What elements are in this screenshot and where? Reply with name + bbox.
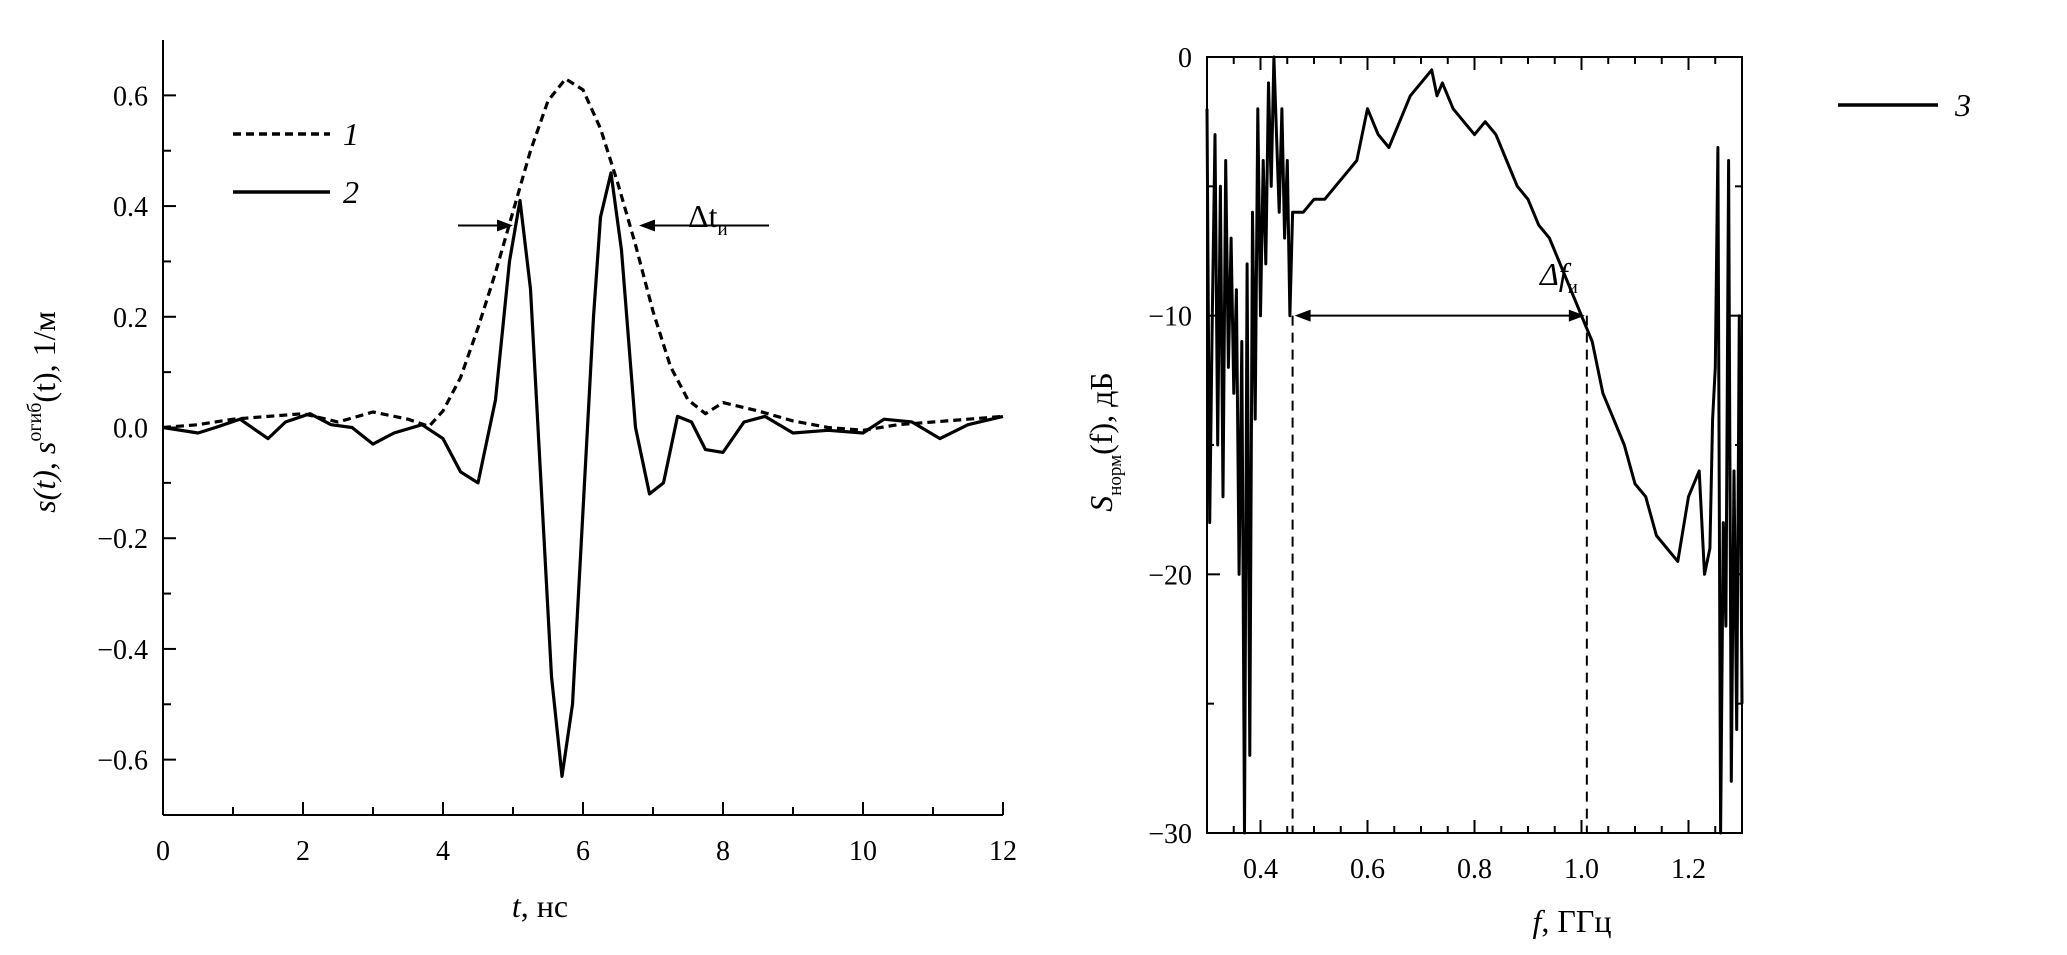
left-ytick-labels: 0.6 0.4 0.2 0.0 −0.2 −0.4 −0.6 xyxy=(97,81,148,776)
delta-t-right-arrowhead xyxy=(639,219,655,232)
left-y-axis-label: s(t), sогиб(t), 1/м xyxy=(24,311,62,513)
left-y-tick-label: 0.6 xyxy=(113,81,148,112)
legend-2-label: 2 xyxy=(343,174,359,210)
right-ytick-labels: 0 −10 −20 −30 xyxy=(1148,43,1192,850)
left-y-tick-label: −0.2 xyxy=(97,524,148,555)
left-legend: 1 2 xyxy=(233,116,359,210)
right-y-tick-label: −30 xyxy=(1148,819,1192,850)
left-y-tick-label: −0.4 xyxy=(97,635,148,666)
right-x-tick-label: 1.2 xyxy=(1671,854,1706,885)
right-y-tick-label: 0 xyxy=(1178,43,1192,74)
left-plot-lines xyxy=(162,77,1004,778)
right-x-axis-label: f, ГГц xyxy=(1532,903,1611,939)
delta-t-left-arrowhead xyxy=(497,219,513,232)
left-x-tick-label: 2 xyxy=(296,836,310,867)
left-y-tick-label: 0.4 xyxy=(113,192,148,223)
right-xtick-labels: 0.4 0.6 0.8 1.0 1.2 xyxy=(1243,854,1706,885)
left-y-tick-label: 0.2 xyxy=(113,303,148,334)
left-x-axis-label: t, нс xyxy=(512,888,568,924)
delta-f-right-arrowhead xyxy=(1568,309,1585,322)
left-x-tick-label: 6 xyxy=(576,836,590,867)
delta-f-label: Δfи xyxy=(1538,256,1578,298)
left-x-tick-label: 10 xyxy=(849,836,877,867)
legend-1-label: 1 xyxy=(343,116,359,152)
left-y-tick-label: −0.6 xyxy=(97,746,148,777)
right-y-axis-label: Sнорм(f), дБ xyxy=(1083,372,1126,512)
right-chart: 0.4 0.6 0.8 1.0 1.2 0 −10 −20 −30 f, ГГц Sнорм(… xyxy=(1083,43,1971,939)
left-x-tick-label: 4 xyxy=(436,836,450,867)
left-x-tick-label: 8 xyxy=(716,836,730,867)
right-plot-lines xyxy=(1205,55,1744,835)
series-1-line xyxy=(162,77,1004,432)
right-annotation-delta-f: Δfи xyxy=(1291,256,1588,833)
left-x-tick-label: 12 xyxy=(989,836,1017,867)
left-xtick-labels: 0 2 4 6 8 10 12 xyxy=(156,836,1017,867)
right-x-tick-label: 1.0 xyxy=(1564,854,1599,885)
left-annotation-delta-t: Δtи xyxy=(458,198,769,240)
left-chart: 0 2 4 6 8 10 12 0.60.40.20.0−0.2−0.4−0.6 t, нс… xyxy=(24,40,1017,924)
left-x-tick-label: 0 xyxy=(156,836,170,867)
delta-f-left-arrowhead xyxy=(1294,309,1311,322)
right-x-tick-label: 0.6 xyxy=(1350,854,1385,885)
series-3-line xyxy=(1205,55,1744,835)
right-y-tick-label: −10 xyxy=(1148,302,1192,333)
legend-3-label: 3 xyxy=(1954,87,1971,123)
delta-t-label: Δtи xyxy=(688,198,728,240)
left-y-tick-label: 0.0 xyxy=(113,414,148,445)
right-x-tick-label: 0.8 xyxy=(1457,854,1492,885)
series-2-line xyxy=(162,171,1004,778)
right-legend: 3 xyxy=(1838,87,1971,123)
right-x-tick-label: 0.4 xyxy=(1243,854,1278,885)
right-y-tick-label: −20 xyxy=(1148,560,1192,591)
